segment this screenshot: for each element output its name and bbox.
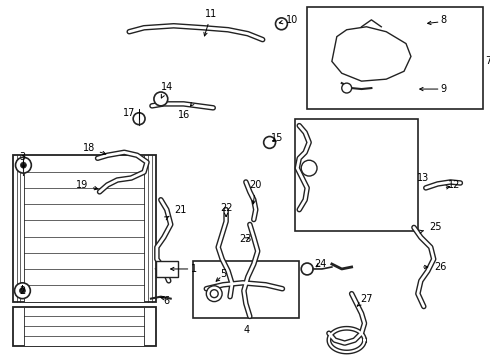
- Circle shape: [20, 288, 25, 294]
- Text: 6: 6: [164, 296, 170, 306]
- Text: 24: 24: [314, 259, 326, 269]
- Text: 5: 5: [220, 269, 226, 279]
- Text: 22: 22: [220, 203, 232, 216]
- Bar: [295, 119, 418, 231]
- Text: 3: 3: [20, 152, 25, 162]
- Text: 25: 25: [419, 222, 442, 233]
- Circle shape: [154, 92, 168, 106]
- Circle shape: [301, 160, 317, 176]
- Circle shape: [21, 162, 26, 168]
- Text: 16: 16: [177, 103, 194, 120]
- Text: 2: 2: [19, 286, 25, 296]
- Circle shape: [15, 283, 30, 299]
- Circle shape: [301, 263, 313, 275]
- Text: 7: 7: [485, 57, 490, 66]
- Bar: [24, 155, 144, 302]
- Circle shape: [206, 286, 222, 302]
- Bar: [156, 261, 178, 277]
- Text: 14: 14: [161, 82, 173, 98]
- Text: 13: 13: [416, 173, 429, 183]
- Text: 15: 15: [271, 134, 284, 144]
- Text: 18: 18: [82, 143, 106, 154]
- Text: 23: 23: [240, 234, 252, 244]
- Text: 8: 8: [441, 15, 447, 25]
- Polygon shape: [332, 27, 411, 81]
- Text: 11: 11: [204, 9, 218, 36]
- Text: 12: 12: [448, 180, 461, 190]
- Circle shape: [275, 18, 287, 30]
- Circle shape: [210, 290, 218, 298]
- Text: 19: 19: [75, 180, 98, 190]
- Text: 21: 21: [165, 204, 187, 220]
- Text: 20: 20: [249, 180, 262, 204]
- Bar: [194, 261, 299, 318]
- Circle shape: [264, 136, 275, 148]
- Bar: [24, 306, 144, 346]
- Text: 10: 10: [279, 15, 298, 25]
- Circle shape: [342, 83, 352, 93]
- Text: 1: 1: [192, 264, 197, 274]
- Text: 26: 26: [424, 262, 447, 272]
- Bar: [13, 306, 156, 346]
- Bar: [13, 155, 156, 302]
- Text: 27: 27: [357, 294, 373, 306]
- Text: 4: 4: [244, 325, 250, 335]
- Bar: [307, 7, 483, 109]
- Text: 17: 17: [123, 108, 135, 118]
- Circle shape: [16, 157, 31, 173]
- Circle shape: [133, 113, 145, 125]
- Text: 9: 9: [441, 84, 447, 94]
